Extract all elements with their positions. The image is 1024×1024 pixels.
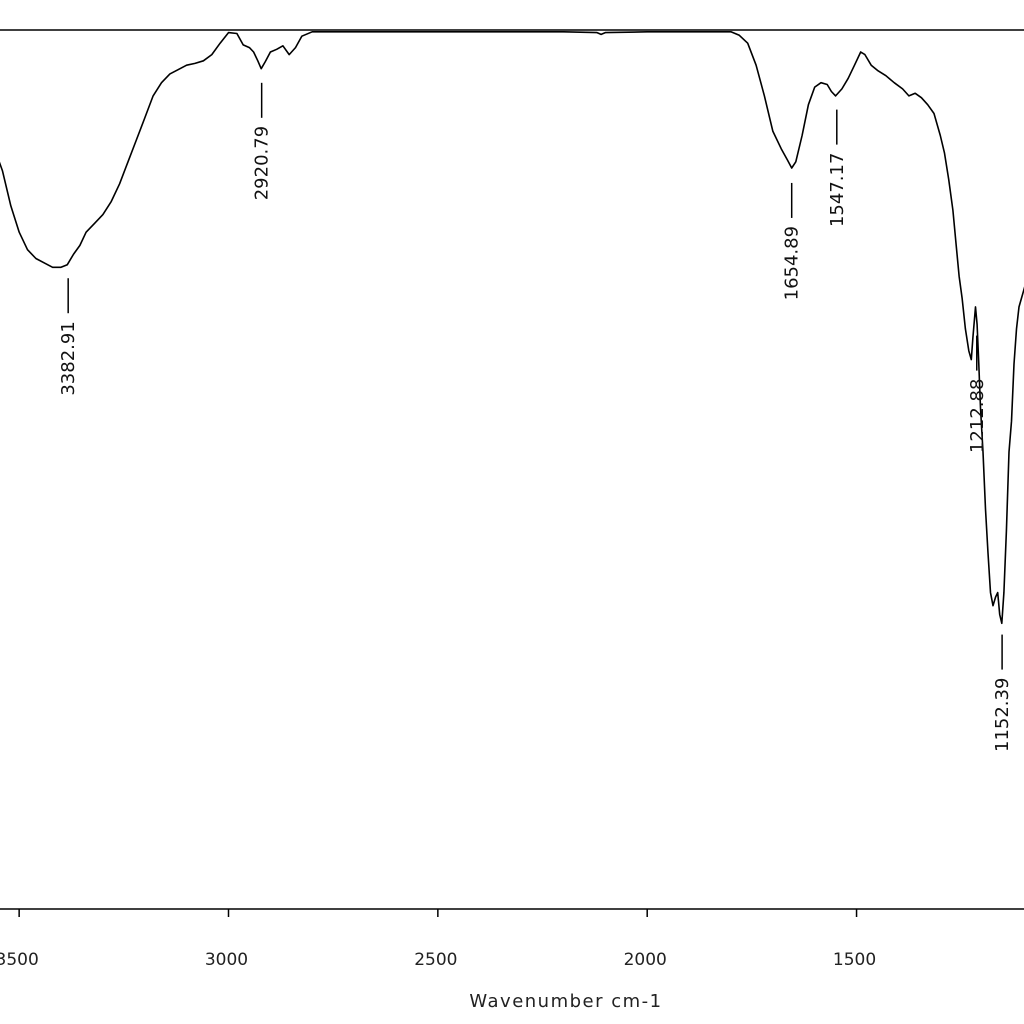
peak-label-1152.39: 1152.39 [992, 678, 1013, 752]
x-axis-ticks: 3500 3000 2500 2000 1500 [0, 909, 876, 970]
x-axis-title: Wavenumber cm-1 [469, 991, 662, 1012]
peak-label-1654.89: 1654.89 [782, 226, 803, 300]
x-tick-label-2500: 2500 [414, 950, 457, 970]
spectrum-line-0 [0, 31, 1024, 625]
x-tick-label-1500: 1500 [833, 950, 876, 970]
peak-annotations: 3382.91 2920.79 1654.89 1547.17 1212.88 1152.… [58, 82, 1013, 752]
x-tick-label-2000: 2000 [624, 950, 667, 970]
x-tick-label-3500: 3500 [0, 950, 39, 970]
peak-label-2920.79: 2920.79 [252, 126, 273, 200]
spectrum-series [0, 31, 1024, 625]
peak-label-3382.91: 3382.91 [58, 321, 79, 395]
axes [0, 29, 1024, 910]
peak-label-1212.88: 1212.88 [967, 379, 988, 453]
peak-label-1547.17: 1547.17 [827, 153, 848, 227]
x-tick-label-3000: 3000 [205, 950, 248, 970]
